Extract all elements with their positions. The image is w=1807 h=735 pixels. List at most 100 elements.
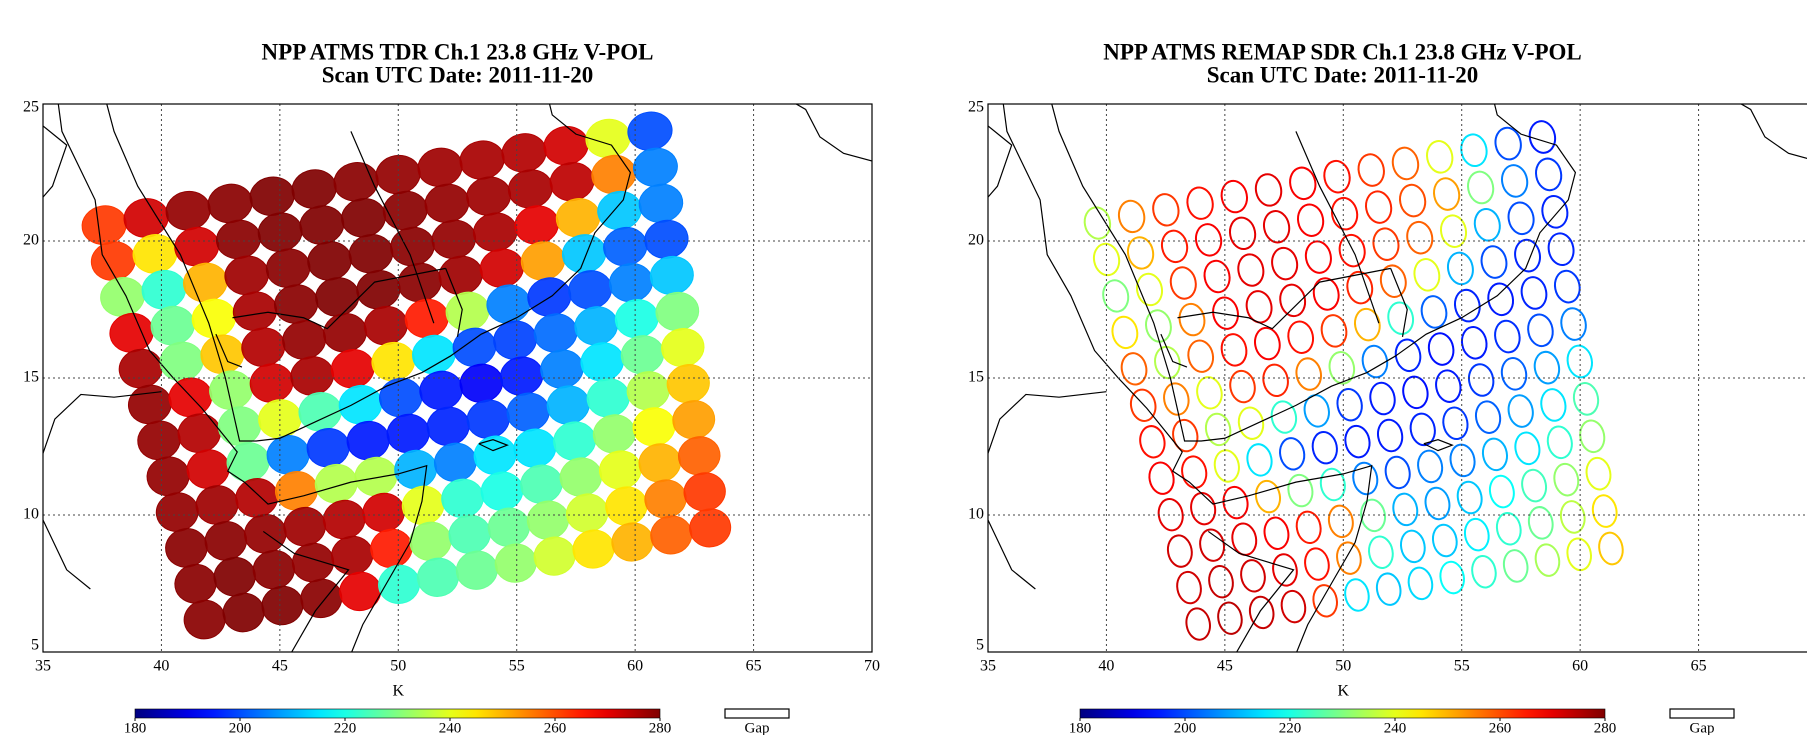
footprint: [1102, 279, 1130, 313]
footprint: [441, 478, 484, 518]
footprint: [1295, 510, 1322, 544]
footprint: [159, 341, 204, 382]
footprint: [165, 528, 208, 568]
footprint: [1514, 431, 1541, 466]
footprint: [683, 472, 726, 512]
footprint: [1152, 193, 1180, 227]
footprint: [1353, 307, 1381, 342]
footprint: [520, 241, 566, 281]
footprint: [379, 377, 423, 418]
footprint: [1460, 133, 1488, 168]
coastline: [1051, 104, 1577, 442]
footprint: [217, 406, 262, 446]
footprint: [191, 298, 236, 339]
footprint: [330, 349, 375, 389]
footprint: [118, 348, 163, 389]
footprint: [1185, 607, 1211, 641]
footprint: [1336, 387, 1363, 422]
footprint: [473, 435, 517, 475]
footprint: [1194, 223, 1223, 257]
footprint: [1319, 467, 1346, 502]
footprint: [1204, 412, 1232, 447]
x-tick-label: 65: [746, 658, 762, 675]
footprint: [632, 407, 676, 447]
coastline: [43, 518, 91, 590]
colorbar-tick-label: 280: [649, 720, 672, 735]
footprint: [1507, 201, 1535, 236]
gap-label: Gap: [1690, 720, 1715, 735]
footprint: [1271, 246, 1299, 281]
footprint: [1540, 388, 1567, 422]
footprint: [291, 542, 335, 583]
footprint: [1279, 437, 1306, 471]
footprint: [224, 255, 269, 296]
footprint: [1246, 443, 1273, 477]
footprint: [1521, 468, 1548, 503]
footprint: [431, 219, 477, 259]
footprint: [549, 162, 595, 202]
footprint: [1304, 240, 1332, 274]
footprint: [195, 485, 239, 525]
footprint: [1237, 253, 1265, 287]
footprint: [291, 169, 337, 209]
footprint: [591, 154, 637, 194]
y-tick-label: 15: [968, 369, 984, 386]
footprint: [597, 190, 642, 231]
y-tick-label: 5: [976, 637, 984, 654]
x-tick-label: 35: [35, 658, 51, 675]
footprint: [553, 421, 596, 461]
footprint: [412, 334, 456, 375]
footprint: [1220, 179, 1249, 214]
footprint: [409, 521, 452, 561]
footprint: [241, 327, 286, 367]
footprint: [546, 385, 590, 425]
colorbar-label: K: [393, 683, 405, 700]
footprint: [1172, 418, 1199, 453]
footprint: [644, 219, 689, 259]
footprint: [513, 428, 557, 468]
footprint: [183, 599, 226, 640]
footprint: [226, 442, 270, 482]
footprint: [155, 492, 199, 532]
footprint: [1585, 456, 1612, 491]
footprint: [1279, 283, 1307, 318]
footprint: [1527, 506, 1554, 540]
footprint: [1413, 258, 1441, 292]
footprint: [243, 513, 287, 554]
footprint: [1083, 206, 1112, 240]
footprint: [232, 291, 278, 331]
footprint: [417, 147, 463, 187]
footprint: [459, 140, 505, 180]
footprint: [1507, 394, 1534, 428]
coastline: [1160, 333, 1188, 368]
footprint: [1514, 238, 1541, 273]
footprint: [1399, 183, 1427, 218]
footprint: [424, 183, 470, 223]
footprint: [1360, 498, 1387, 533]
footprint: [1431, 523, 1458, 558]
footprint: [1407, 566, 1434, 601]
footprint: [1163, 382, 1190, 416]
chart-title: NPP ATMS REMAP SDR Ch.1 23.8 GHz V-POL: [1103, 39, 1582, 64]
footprint: [1212, 296, 1239, 330]
colorbar-tick-label: 200: [229, 720, 252, 735]
x-tick-label: 55: [1454, 658, 1470, 675]
footprint: [1312, 584, 1338, 618]
footprint: [506, 392, 550, 432]
footprint: [362, 492, 405, 533]
footprint: [1460, 326, 1488, 360]
footprint: [378, 564, 421, 604]
footprint: [1553, 462, 1580, 497]
axes-frame: [987, 103, 1807, 653]
footprint: [182, 262, 228, 303]
footprint: [666, 364, 710, 404]
footprint: [1248, 595, 1275, 630]
footprint: [649, 255, 694, 295]
x-tick-label: 55: [509, 658, 525, 675]
footprint: [370, 528, 413, 569]
footprint: [290, 356, 335, 396]
y-tick-label: 25: [23, 99, 39, 116]
footprint: [574, 306, 619, 346]
footprint: [1500, 357, 1528, 391]
